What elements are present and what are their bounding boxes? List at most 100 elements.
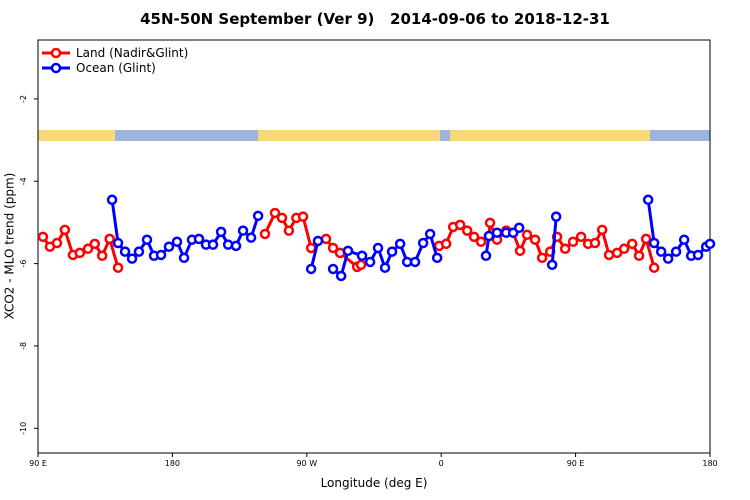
point [372, 242, 384, 254]
point [230, 240, 242, 252]
point [96, 250, 108, 262]
point [431, 252, 443, 264]
y-tick-label: -6 [19, 260, 28, 268]
point [484, 217, 496, 229]
point [454, 219, 466, 231]
point [559, 243, 571, 255]
point [648, 262, 660, 273]
point [394, 238, 406, 250]
point [440, 238, 452, 250]
point [633, 250, 645, 262]
point [424, 228, 436, 240]
point [596, 224, 608, 236]
point [550, 211, 562, 222]
point [126, 253, 138, 264]
point [327, 242, 339, 254]
point [237, 225, 249, 236]
point [640, 233, 652, 245]
point [89, 238, 100, 250]
point [491, 227, 503, 238]
x-tick-label: 90 E [567, 459, 585, 468]
point [642, 194, 654, 206]
x-tick-label: 0 [439, 459, 444, 468]
point [386, 246, 398, 257]
point [513, 222, 525, 234]
point [648, 237, 660, 249]
point [480, 250, 492, 262]
map-strip [38, 130, 710, 141]
point [171, 236, 183, 248]
point [252, 210, 264, 222]
point [59, 224, 71, 236]
y-tick-label: -4 [19, 177, 28, 185]
point [283, 225, 295, 236]
point [417, 237, 429, 249]
point [269, 207, 281, 219]
point [355, 259, 367, 271]
point [655, 246, 667, 257]
point [670, 246, 682, 257]
point [514, 245, 526, 257]
point [297, 211, 309, 222]
point [626, 238, 638, 250]
point [536, 252, 548, 264]
point [379, 262, 391, 273]
y-tick-label: -2 [19, 95, 28, 103]
point [276, 212, 288, 224]
point [259, 228, 271, 240]
point [461, 225, 473, 236]
x-tick-label: 90 W [296, 459, 317, 468]
point [475, 236, 487, 248]
point [335, 270, 347, 282]
point [567, 236, 579, 248]
point [320, 233, 332, 245]
point [468, 231, 480, 243]
point [222, 239, 234, 250]
point [193, 233, 205, 245]
point [51, 237, 63, 249]
chart-title: 45N-50N September (Ver 9) 2014-09-06 to … [140, 10, 610, 28]
point [356, 250, 368, 262]
point [603, 249, 615, 261]
point [119, 246, 131, 257]
x-tick-label: 180 [165, 459, 180, 468]
y-tick-label: -8 [19, 342, 28, 350]
point [327, 263, 339, 275]
point [82, 243, 94, 255]
point [104, 233, 115, 245]
point [692, 249, 704, 261]
point [74, 247, 86, 259]
y-axis-label: XCO2 - MLO trend (ppm) [3, 173, 17, 320]
point [342, 245, 354, 257]
point [678, 234, 690, 245]
point [178, 252, 190, 264]
point [155, 249, 167, 261]
legend-marker [50, 47, 62, 59]
point [529, 234, 541, 245]
point [112, 262, 124, 273]
x-tick-label: 180 [702, 459, 717, 468]
point [305, 263, 317, 275]
point [546, 259, 558, 271]
x-axis-label: Longitude (deg E) [321, 476, 428, 490]
point [141, 234, 153, 245]
point [662, 253, 674, 264]
point [245, 232, 257, 243]
point [312, 235, 324, 247]
point [618, 243, 630, 255]
point [483, 230, 495, 242]
point [305, 242, 317, 254]
y-tick-label: -10 [19, 422, 28, 435]
legend-marker [50, 62, 62, 74]
point [133, 246, 145, 257]
point [575, 231, 587, 243]
point [106, 194, 118, 206]
point [163, 241, 175, 252]
point [215, 226, 227, 238]
legend-label: Land (Nadir&Glint) [76, 46, 188, 60]
point [112, 237, 124, 249]
point [409, 256, 421, 268]
x-tick-label: 90 E [29, 459, 47, 468]
point [37, 231, 49, 243]
